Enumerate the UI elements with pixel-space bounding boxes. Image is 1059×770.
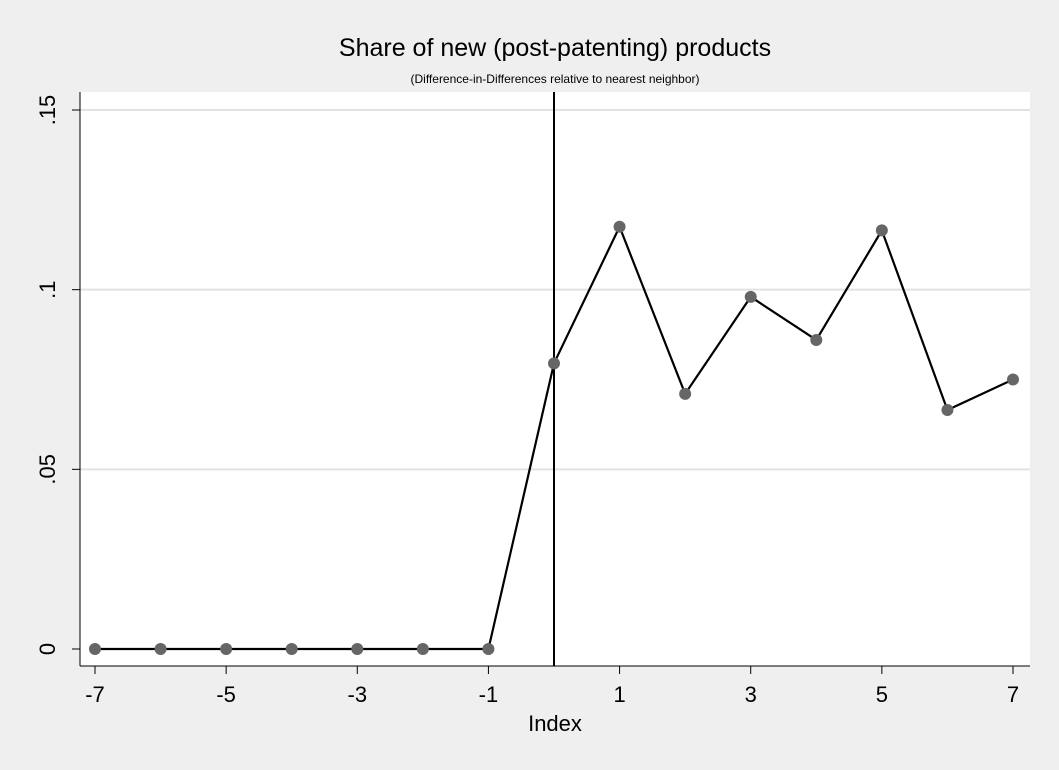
data-point — [744, 290, 757, 303]
chart-subtitle: (Difference-in-Differences relative to n… — [410, 72, 699, 86]
data-point — [482, 643, 495, 655]
x-tick-label: -5 — [216, 682, 236, 707]
data-point — [941, 404, 954, 417]
x-axis-title: Index — [528, 711, 582, 736]
data-point — [679, 387, 692, 400]
x-tick-label: 7 — [1007, 682, 1019, 707]
data-point — [548, 357, 560, 370]
data-point — [220, 643, 233, 655]
y-tick-label: .1 — [35, 280, 60, 298]
x-tick-label: -7 — [85, 682, 105, 707]
data-point — [416, 643, 429, 655]
chart-title: Share of new (post-patenting) products — [339, 34, 771, 62]
axis-layer: 0 .05 .1 .15 -7 -5 -3 -1 1 3 5 7 — [35, 92, 1030, 707]
data-point — [154, 643, 167, 655]
data-point — [810, 333, 823, 346]
x-tick-label: 3 — [745, 682, 757, 707]
y-tick-label: 0 — [35, 643, 60, 655]
data-point — [1007, 373, 1019, 386]
data-point — [285, 643, 298, 655]
data-point — [351, 643, 364, 655]
x-tick-label: -1 — [479, 682, 499, 707]
y-tick-label: .05 — [35, 454, 60, 485]
x-tick-label: 1 — [613, 682, 625, 707]
data-point — [89, 643, 101, 655]
data-point — [613, 220, 626, 233]
x-tick-label: 5 — [876, 682, 888, 707]
series-layer — [89, 92, 1019, 666]
x-tick-label: -3 — [348, 682, 368, 707]
y-tick-label: .15 — [35, 95, 60, 126]
data-point — [875, 224, 888, 237]
